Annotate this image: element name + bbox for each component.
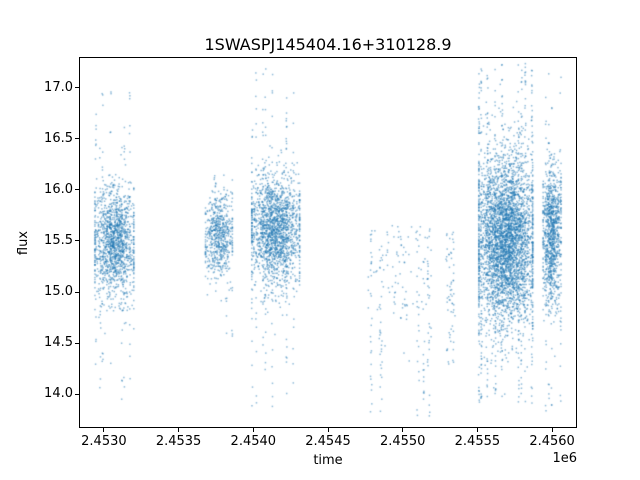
x-axis-label: time xyxy=(313,453,343,468)
y-tick-mark xyxy=(75,189,79,191)
x-tick-label: 2.4545 xyxy=(305,434,351,449)
y-tick-label: 14.5 xyxy=(44,335,73,351)
x-tick-mark xyxy=(327,428,329,432)
y-tick-label: 14.0 xyxy=(44,386,73,402)
x-axis-offset-text: 1e6 xyxy=(552,451,577,466)
y-tick-mark xyxy=(75,87,79,89)
y-tick-mark xyxy=(75,393,79,395)
y-tick-label: 15.0 xyxy=(44,284,73,300)
y-tick-mark xyxy=(75,291,79,293)
x-tick-label: 2.4530 xyxy=(81,434,127,449)
plot-area xyxy=(79,57,577,428)
y-tick-mark xyxy=(75,342,79,344)
y-tick-label: 16.0 xyxy=(44,181,73,197)
y-tick-mark xyxy=(75,240,79,242)
x-tick-mark xyxy=(103,428,105,432)
x-tick-mark xyxy=(178,428,180,432)
chart-title: 1SWASPJ145404.16+310128.9 xyxy=(204,35,452,54)
x-tick-mark xyxy=(476,428,478,432)
x-tick-mark xyxy=(402,428,404,432)
x-tick-label: 2.4560 xyxy=(529,434,575,449)
x-tick-mark xyxy=(252,428,254,432)
x-tick-label: 2.4535 xyxy=(155,434,202,449)
scatter-points-canvas xyxy=(80,58,576,427)
x-tick-label: 2.4550 xyxy=(379,434,426,449)
y-axis-label: flux xyxy=(16,230,31,256)
y-tick-mark xyxy=(75,138,79,140)
x-tick-label: 2.4540 xyxy=(230,434,277,449)
x-tick-mark xyxy=(551,428,553,432)
y-tick-label: 15.5 xyxy=(44,232,73,248)
y-tick-label: 17.0 xyxy=(44,79,73,95)
x-tick-label: 2.4555 xyxy=(454,434,501,449)
y-tick-label: 16.5 xyxy=(44,130,73,146)
